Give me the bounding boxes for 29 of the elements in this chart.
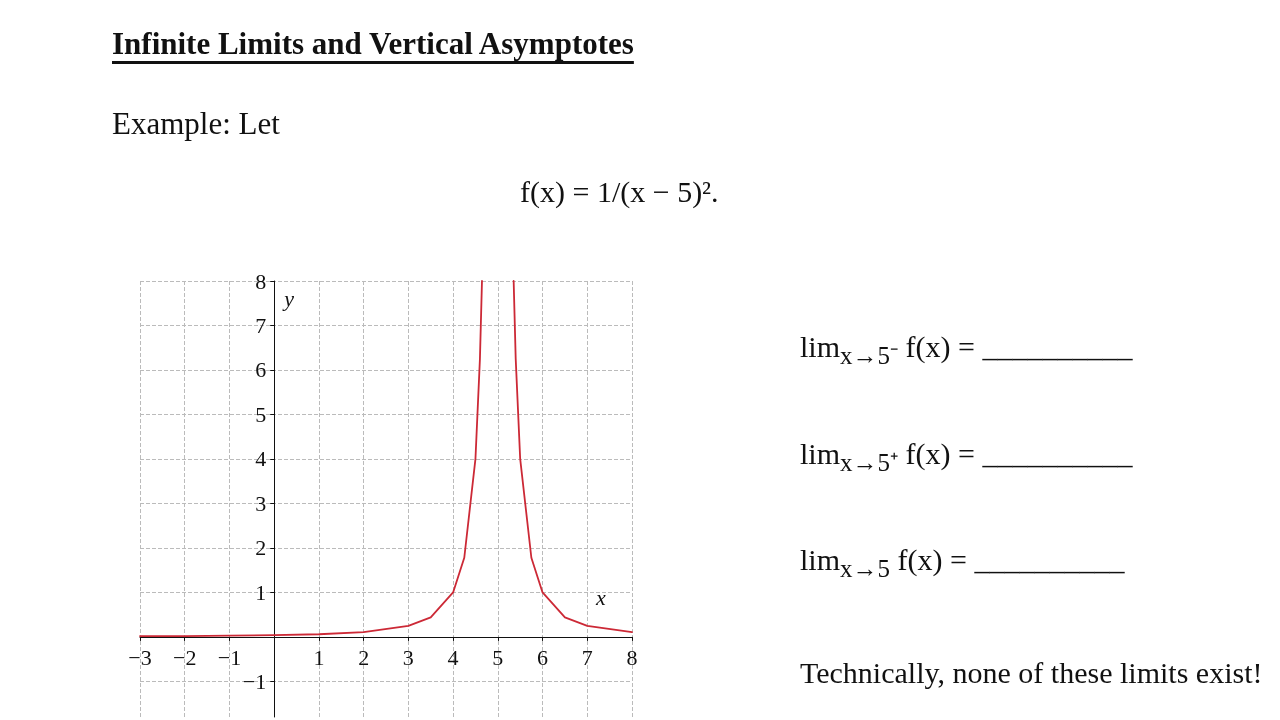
chart-title: Infinite Limits and Vertical Asymptotes: [112, 26, 634, 62]
y-tick-label: 7: [255, 312, 267, 338]
x-tick-label: 8: [626, 645, 638, 671]
text: lim$_{x→5}$ f(x) = __________: [800, 543, 1125, 583]
x-tick-label: 1: [313, 645, 325, 671]
x-tick-label: 3: [402, 645, 414, 671]
x-axis-title: x: [595, 585, 606, 611]
text: lim$_{x→5⁻}$ f(x) = __________: [800, 330, 1133, 371]
text: Technically, none of these limits exist!: [800, 656, 1263, 690]
x-tick-label: 4: [447, 645, 459, 671]
x-tick-label: −3: [128, 645, 152, 671]
chart-subtitle: Example: Let: [112, 106, 280, 142]
y-tick-label: 8: [255, 268, 267, 294]
text: f(x) = 1/(x − 5)².: [520, 175, 719, 209]
y-tick-label: 5: [255, 401, 267, 427]
y-tick-label: 4: [255, 446, 267, 472]
y-tick-label: 1: [255, 579, 267, 605]
x-tick-label: 6: [537, 645, 549, 671]
y-tick-label: 2: [255, 535, 267, 561]
x-tick-label: 5: [492, 645, 504, 671]
text: lim$_{x→5⁺}$ f(x) = __________: [800, 437, 1133, 478]
y-tick-label: −1: [242, 668, 267, 694]
x-tick-label: −2: [173, 645, 197, 671]
y-tick-label: 3: [255, 490, 267, 516]
y-tick-label: 6: [255, 357, 267, 383]
x-tick-label: −1: [217, 645, 242, 671]
y-axis-title: y: [282, 285, 295, 311]
x-tick-label: 7: [581, 645, 593, 671]
x-tick-label: 2: [358, 645, 370, 671]
